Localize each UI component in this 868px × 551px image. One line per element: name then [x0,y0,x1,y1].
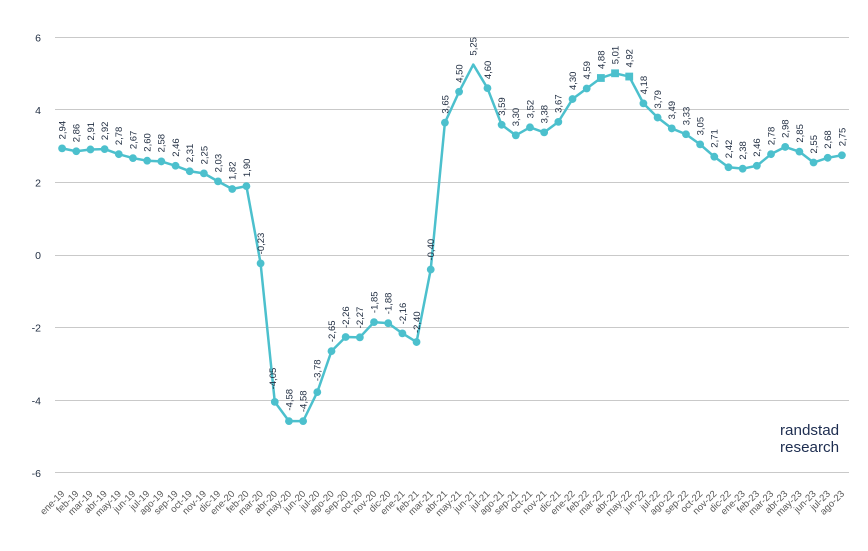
svg-text:-2: -2 [32,323,41,335]
svg-text:2,94: 2,94 [57,121,68,140]
svg-text:2,78: 2,78 [766,127,777,146]
svg-text:-1,85: -1,85 [369,291,380,313]
svg-text:2,03: 2,03 [213,154,224,173]
svg-text:2,75: 2,75 [837,128,848,147]
svg-text:4,30: 4,30 [568,72,579,91]
svg-text:3,65: 3,65 [440,95,451,114]
svg-text:-2,27: -2,27 [355,307,366,329]
svg-text:2: 2 [35,178,41,190]
svg-text:2,58: 2,58 [157,134,168,153]
svg-text:2,60: 2,60 [143,133,154,152]
svg-text:-0,23: -0,23 [256,233,267,255]
svg-text:randstad: randstad [780,422,839,439]
svg-text:2,42: 2,42 [724,140,735,159]
svg-text:0: 0 [35,250,41,262]
svg-text:3,59: 3,59 [497,97,508,116]
svg-text:-2,26: -2,26 [341,306,352,328]
svg-text:2,68: 2,68 [823,130,834,149]
svg-text:2,92: 2,92 [100,122,111,141]
svg-text:3,49: 3,49 [667,101,678,120]
svg-text:2,25: 2,25 [199,146,210,165]
svg-text:2,86: 2,86 [72,124,83,143]
svg-text:3,05: 3,05 [696,117,707,136]
svg-text:3,79: 3,79 [653,90,664,109]
svg-text:4,92: 4,92 [625,49,636,68]
svg-text:4,18: 4,18 [639,76,650,95]
svg-text:4,59: 4,59 [582,61,593,80]
svg-text:-2,65: -2,65 [327,320,338,342]
svg-text:2,38: 2,38 [738,141,749,160]
svg-text:-6: -6 [32,468,41,480]
svg-text:4,50: 4,50 [454,64,465,83]
svg-text:research: research [780,439,839,456]
svg-text:2,46: 2,46 [752,138,763,157]
svg-text:4,60: 4,60 [483,61,494,80]
svg-text:-3,78: -3,78 [313,359,324,381]
svg-text:-0,40: -0,40 [426,239,437,261]
svg-text:-4: -4 [32,395,41,407]
svg-text:-2,16: -2,16 [398,303,409,325]
svg-text:3,52: 3,52 [525,100,536,119]
svg-text:2,71: 2,71 [710,129,721,148]
svg-text:5,25: 5,25 [469,37,480,56]
svg-text:-4,58: -4,58 [299,390,310,412]
svg-text:3,30: 3,30 [511,108,522,127]
svg-text:2,31: 2,31 [185,144,196,163]
svg-text:3,38: 3,38 [540,105,551,124]
svg-text:6: 6 [35,33,41,45]
svg-text:-2,40: -2,40 [412,311,423,333]
svg-text:4: 4 [35,105,41,117]
svg-text:2,98: 2,98 [781,119,792,138]
svg-text:2,46: 2,46 [171,138,182,157]
svg-text:2,85: 2,85 [795,124,806,143]
svg-text:-1,88: -1,88 [384,293,395,315]
svg-text:2,78: 2,78 [114,127,125,146]
svg-text:5,01: 5,01 [610,46,621,65]
svg-text:3,33: 3,33 [681,107,692,126]
svg-text:1,82: 1,82 [228,161,239,180]
svg-text:2,91: 2,91 [86,122,97,141]
svg-text:-4,58: -4,58 [284,389,295,411]
svg-text:3,67: 3,67 [554,94,565,113]
svg-text:2,67: 2,67 [128,131,139,150]
svg-text:1,90: 1,90 [242,159,253,178]
svg-text:4,88: 4,88 [596,51,607,70]
svg-text:2,55: 2,55 [809,135,820,154]
svg-text:-4,05: -4,05 [268,368,279,390]
